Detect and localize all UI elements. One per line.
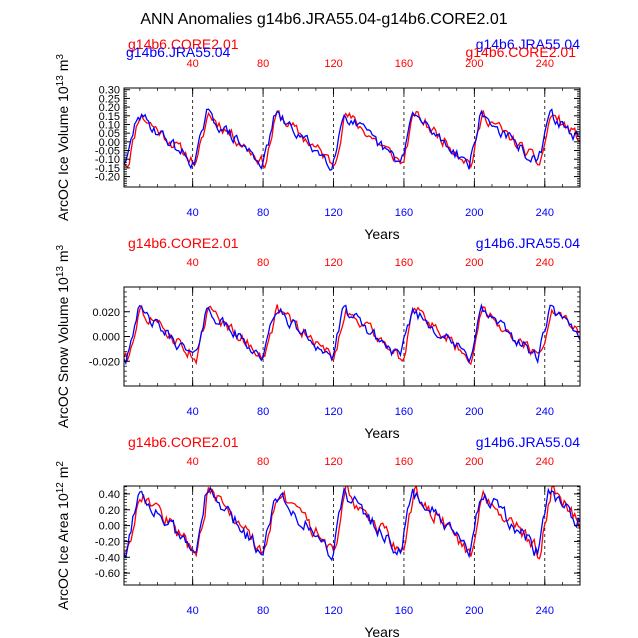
x-tick-label-bottom: 160	[395, 406, 413, 418]
x-tick-label-bottom: 40	[187, 605, 199, 617]
panels-group: -0.20-0.15-0.10-0.050.000.050.100.150.20…	[55, 36, 581, 638]
figure-title: ANN Anomalies g14b6.JRA55.04-g14b6.CORE2…	[140, 11, 507, 28]
y-axis-label-exponent: 13	[55, 266, 66, 278]
x-tick-label-top: 80	[257, 257, 269, 269]
anomaly-figure: ANN Anomalies g14b6.JRA55.04-g14b6.CORE2…	[0, 0, 638, 638]
legend-jra55: g14b6.JRA55.04	[476, 235, 581, 251]
x-tick-label-bottom: 200	[465, 207, 483, 219]
y-axis-label: ArcOC Ice Area 1012 m2	[55, 461, 72, 610]
y-tick-label: 0.40	[99, 489, 120, 501]
y-tick-label: 0.00	[99, 521, 120, 533]
y-axis-label: ArcOC Ice Volume 1013 m3	[55, 54, 72, 221]
y-axis-label-exponent: 13	[55, 75, 66, 87]
x-tick-label-bottom: 80	[257, 207, 269, 219]
x-tick-label-top: 160	[395, 257, 413, 269]
x-tick-label-bottom: 160	[395, 207, 413, 219]
y-axis-label-text: m	[55, 60, 71, 76]
x-tick-label-top: 200	[465, 257, 483, 269]
x-tick-label-bottom: 160	[395, 605, 413, 617]
y-tick-label: 0.020	[92, 307, 120, 319]
x-tick-label-top: 200	[465, 456, 483, 468]
y-tick-label: 0.30	[99, 85, 120, 97]
x-tick-label-top: 160	[395, 58, 413, 70]
x-tick-label-top: 160	[395, 456, 413, 468]
y-axis-label-exponent: 3	[55, 54, 66, 60]
x-tick-label-top: 40	[187, 456, 199, 468]
legend-core2: g14b6.CORE2.01	[128, 235, 239, 251]
x-tick-label-top: 240	[536, 257, 554, 269]
legend-core2-overlap: g14b6.CORE2.01	[465, 44, 576, 60]
y-axis-label-exponent: 12	[55, 482, 66, 494]
x-tick-label-bottom: 120	[324, 605, 342, 617]
y-tick-label: -0.40	[95, 552, 120, 564]
y-axis-label-text: ArcOC Ice Area 10	[55, 493, 71, 610]
y-axis-label-text: ArcOC Ice Volume 10	[55, 86, 71, 221]
x-tick-label-bottom: 80	[257, 605, 269, 617]
legend-core2: g14b6.CORE2.01	[128, 434, 239, 450]
x-tick-label-bottom: 40	[187, 207, 199, 219]
x-axis-label: Years	[364, 624, 399, 638]
panel-3: -0.60 -0.40 -0.20 0.00 0.20 0.40 40 40 80 80 120 12…	[55, 434, 581, 638]
x-tick-label-bottom: 200	[465, 605, 483, 617]
y-tick-label: -0.60	[95, 568, 120, 580]
x-tick-label-bottom: 240	[536, 406, 554, 418]
y-axis-label-text: ArcOC Snow Volume 10	[55, 277, 71, 428]
y-axis-label-exponent: 2	[55, 461, 66, 467]
panel-1: -0.20-0.15-0.10-0.050.000.050.100.150.20…	[55, 36, 581, 242]
panel-2: -0.020 0.000 0.020 40 40 80 80 120 120 160 160 200 2…	[55, 235, 581, 441]
y-axis-label: ArcOC Snow Volume 1013 m3	[55, 244, 72, 428]
legend-jra55-overlap: g14b6.JRA55.04	[126, 44, 231, 60]
x-tick-label-bottom: 40	[187, 406, 199, 418]
x-tick-label-bottom: 200	[465, 406, 483, 418]
y-axis-label-text: m	[55, 467, 71, 483]
x-tick-label-top: 80	[257, 58, 269, 70]
x-tick-label-bottom: 80	[257, 406, 269, 418]
y-tick-label: 0.20	[99, 505, 120, 517]
y-axis-label-exponent: 3	[55, 244, 66, 250]
x-tick-label-top: 120	[324, 456, 342, 468]
x-axis-label: Years	[364, 226, 399, 242]
y-tick-label: -0.020	[89, 356, 120, 368]
x-tick-label-top: 80	[257, 456, 269, 468]
x-tick-label-bottom: 240	[536, 605, 554, 617]
x-axis-label: Years	[364, 425, 399, 441]
x-tick-label-top: 240	[536, 456, 554, 468]
legend-jra55: g14b6.JRA55.04	[476, 434, 581, 450]
x-tick-label-top: 120	[324, 257, 342, 269]
y-tick-label: 0.000	[92, 332, 120, 344]
y-tick-label: -0.20	[95, 536, 120, 548]
x-tick-label-bottom: 240	[536, 207, 554, 219]
y-axis-label-text: m	[55, 250, 71, 266]
x-tick-label-top: 120	[324, 58, 342, 70]
x-tick-label-top: 40	[187, 257, 199, 269]
x-tick-label-bottom: 120	[324, 406, 342, 418]
x-tick-label-bottom: 120	[324, 207, 342, 219]
